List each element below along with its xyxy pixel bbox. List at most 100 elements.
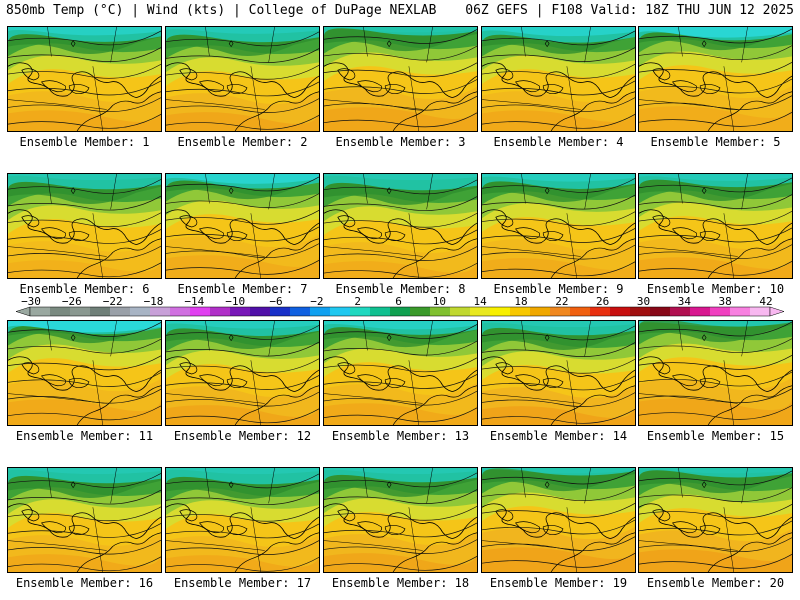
ensemble-member-map (481, 26, 636, 132)
colorbar-tick-label: −30 (21, 295, 41, 308)
colorbar-swatch (430, 307, 451, 316)
colorbar-tick-labels: −30 −26 −22 −18 −14 −10 −6 −2 2 6 10 14 18 22 26 30 34 38… (0, 296, 800, 308)
colorbar-swatch (170, 307, 191, 316)
ensemble-member-label: Ensemble Member: 17 (173, 576, 312, 590)
ensemble-member-label: Ensemble Member: 7 (177, 282, 308, 296)
ensemble-member-map (638, 467, 793, 573)
colorbar-tick-label: 42 (759, 295, 773, 308)
colorbar-swatch (450, 307, 471, 316)
colorbar-swatch (310, 307, 331, 316)
colorbar-swatch (730, 307, 751, 316)
colorbar-tick-label: 22 (555, 295, 569, 308)
ensemble-member-label: Ensemble Member: 2 (177, 135, 308, 149)
colorbar-swatch (630, 307, 651, 316)
colorbar-swatch (610, 307, 631, 316)
colorbar-swatch (490, 307, 511, 316)
ensemble-member-label: Ensemble Member: 15 (646, 429, 785, 443)
colorbar-left-arrow (15, 306, 31, 317)
colorbar-tick-label: 10 (432, 295, 446, 308)
ensemble-member-map (165, 173, 320, 279)
colorbar-swatch (30, 307, 51, 316)
colorbar-swatch (510, 307, 531, 316)
ensemble-member-label: Ensemble Member: 1 (19, 135, 150, 149)
ensemble-member-map (165, 26, 320, 132)
colorbar-swatch (530, 307, 551, 316)
ensemble-member-label: Ensemble Member: 11 (15, 429, 154, 443)
colorbar-swatch (150, 307, 171, 316)
colorbar-tick-label: 14 (473, 295, 487, 308)
ensemble-member-label: Ensemble Member: 3 (335, 135, 466, 149)
colorbar-swatch (210, 307, 231, 316)
colorbar-swatch (570, 307, 591, 316)
ensemble-member-map (481, 173, 636, 279)
colorbar-swatch (710, 307, 731, 316)
ensemble-member-label: Ensemble Member: 16 (15, 576, 154, 590)
colorbar-swatch (750, 307, 771, 316)
ensemble-member-label: Ensemble Member: 8 (335, 282, 466, 296)
ensemble-member-label: Ensemble Member: 18 (331, 576, 470, 590)
ensemble-member-map (7, 26, 162, 132)
colorbar-tick-label: 26 (596, 295, 610, 308)
colorbar-right-arrow (769, 306, 785, 317)
colorbar-swatch (350, 307, 371, 316)
ensemble-member-map (7, 173, 162, 279)
ensemble-member-map (165, 467, 320, 573)
colorbar-swatch (670, 307, 691, 316)
ensemble-member-label: Ensemble Member: 13 (331, 429, 470, 443)
colorbar-swatch (470, 307, 491, 316)
ensemble-member-map (638, 320, 793, 426)
ensemble-member-label: Ensemble Member: 9 (493, 282, 624, 296)
ensemble-member-label: Ensemble Member: 6 (19, 282, 150, 296)
ensemble-member-map (638, 26, 793, 132)
ensemble-member-map (481, 320, 636, 426)
colorbar-swatch (370, 307, 391, 316)
ensemble-member-map (323, 26, 478, 132)
colorbar-tick-label: −6 (269, 295, 283, 308)
ensemble-member-label: Ensemble Member: 5 (650, 135, 781, 149)
colorbar-swatch (250, 307, 271, 316)
temperature-colorbar (15, 306, 785, 317)
colorbar-tick-label: 6 (395, 295, 402, 308)
ensemble-member-map (323, 467, 478, 573)
colorbar-swatch (70, 307, 91, 316)
colorbar-tick-label: 30 (636, 295, 651, 308)
colorbar-swatch (90, 307, 111, 316)
ensemble-member-label: Ensemble Member: 20 (646, 576, 785, 590)
colorbar-tick-label: 38 (718, 295, 732, 308)
colorbar-swatch (270, 307, 291, 316)
ensemble-member-map (481, 467, 636, 573)
colorbar-swatch (590, 307, 611, 316)
ensemble-member-label: Ensemble Member: 4 (493, 135, 624, 149)
ensemble-member-map (323, 173, 478, 279)
colorbar-tick-label: −2 (310, 295, 324, 308)
ensemble-member-map (165, 320, 320, 426)
colorbar-swatch (290, 307, 311, 316)
colorbar-swatch (190, 307, 211, 316)
colorbar-swatch (410, 307, 431, 316)
ensemble-member-label: Ensemble Member: 14 (489, 429, 628, 443)
ensemble-member-label: Ensemble Member: 10 (646, 282, 785, 296)
colorbar-swatch (110, 307, 131, 316)
colorbar-tick-label: −26 (61, 295, 82, 308)
colorbar-swatch (550, 307, 571, 316)
colorbar-tick-label: −18 (143, 295, 164, 308)
colorbar-swatch (330, 307, 351, 316)
ensemble-member-label: Ensemble Member: 12 (173, 429, 312, 443)
colorbar-tick-label: 18 (514, 295, 528, 308)
colorbar-tick-label: 34 (677, 295, 691, 308)
colorbar-swatch (390, 307, 411, 316)
colorbar-swatch (690, 307, 711, 316)
ensemble-member-map (638, 173, 793, 279)
colorbar-tick-label: −22 (102, 295, 123, 308)
ensemble-member-map (323, 320, 478, 426)
header-title: 850mb Temp (°C) | Wind (kts) | College o… (6, 3, 437, 18)
colorbar-tick-label: 2 (354, 295, 361, 308)
colorbar-swatch (650, 307, 671, 316)
colorbar-swatch (50, 307, 71, 316)
colorbar-swatch (130, 307, 151, 316)
colorbar-tick-label: −10 (225, 295, 246, 308)
ensemble-member-map (7, 320, 162, 426)
ensemble-member-map (7, 467, 162, 573)
colorbar-tick-label: −14 (184, 295, 205, 308)
header-run-info: 06Z GEFS | F108 Valid: 18Z THU JUN 12 20… (465, 3, 794, 18)
